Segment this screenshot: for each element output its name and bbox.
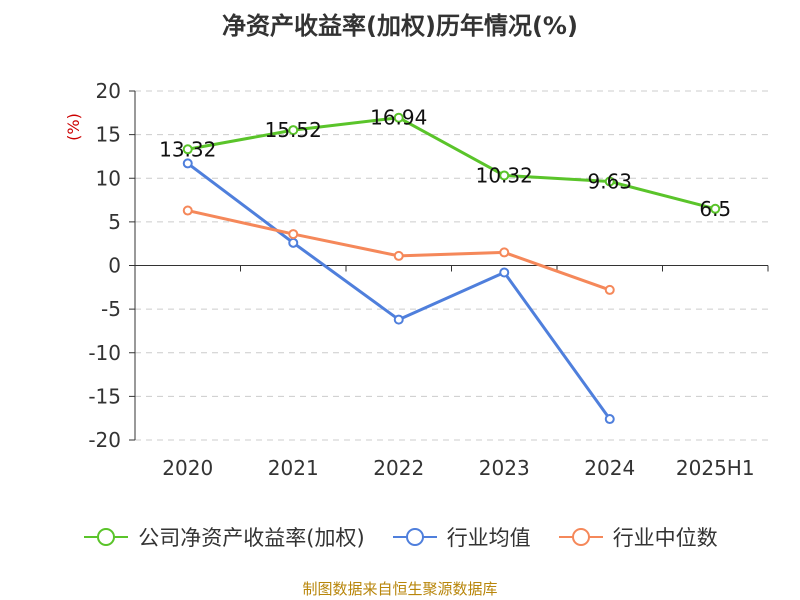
data-label: 16.94 xyxy=(370,106,427,130)
data-point xyxy=(288,237,299,248)
data-point xyxy=(710,203,721,214)
data-point xyxy=(499,267,510,278)
x-tick-label: 2022 xyxy=(373,456,424,480)
legend-label-industry-mean: 行业均值 xyxy=(446,526,531,550)
data-label: 9.63 xyxy=(587,169,632,193)
data-point xyxy=(182,205,193,216)
y-tick-label: -20 xyxy=(88,428,121,452)
legend: 公司净资产收益率(加权) 行业均值 行业中位数 xyxy=(0,520,800,554)
data-point xyxy=(604,414,615,425)
data-label: 13.32 xyxy=(159,137,216,161)
y-tick-label: -10 xyxy=(88,341,121,365)
x-tick-label: 2021 xyxy=(268,456,319,480)
series-line xyxy=(187,209,611,292)
data-source-note: 制图数据来自恒生聚源数据库 xyxy=(302,580,498,598)
legend-line-circle-icon xyxy=(84,528,129,546)
legend-label-industry-median: 行业中位数 xyxy=(612,526,718,550)
legend-item-industry-median[interactable]: 行业中位数 xyxy=(557,522,718,552)
data-point xyxy=(393,314,404,325)
y-tick-label: -15 xyxy=(88,384,121,408)
x-tick-label: 2024 xyxy=(584,456,635,480)
legend-line-circle-icon xyxy=(392,528,437,546)
y-tick-label: -5 xyxy=(101,297,121,321)
legend-item-industry-mean[interactable]: 行业均值 xyxy=(391,522,531,552)
legend-item-company-roe[interactable]: 公司净资产收益率(加权) xyxy=(82,522,365,552)
data-point xyxy=(288,125,299,136)
y-tick-label: 0 xyxy=(108,254,121,278)
data-point xyxy=(182,158,193,169)
legend-line-circle-icon xyxy=(558,528,603,546)
y-tick-label: 5 xyxy=(108,210,121,234)
data-point xyxy=(182,144,193,155)
data-point xyxy=(604,176,615,187)
data-point xyxy=(604,284,615,295)
x-tick-label: 2020 xyxy=(162,456,213,480)
data-point xyxy=(499,247,510,258)
series-line xyxy=(186,162,611,420)
data-label: 15.52 xyxy=(265,118,322,142)
data-point xyxy=(393,250,404,261)
data-point xyxy=(499,170,510,181)
legend-label-company-roe: 公司净资产收益率(加权) xyxy=(138,526,365,550)
data-label: 10.32 xyxy=(476,163,533,187)
data-point xyxy=(393,112,404,123)
x-tick-label: 2023 xyxy=(479,456,530,480)
y-tick-label: 20 xyxy=(96,79,121,103)
series-line xyxy=(187,116,716,211)
y-axis-label: (%) xyxy=(64,113,83,141)
data-label: 6.5 xyxy=(699,197,731,221)
y-tick-label: 10 xyxy=(96,166,121,190)
y-tick-label: 15 xyxy=(96,123,121,147)
x-tick-label: 2025H1 xyxy=(676,456,755,480)
data-point xyxy=(288,229,299,240)
chart-title: 净资产收益率(加权)历年情况(%) xyxy=(222,12,578,40)
